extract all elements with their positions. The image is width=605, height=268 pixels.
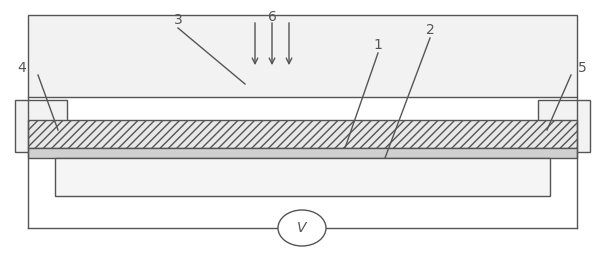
- Text: 1: 1: [373, 38, 382, 52]
- Bar: [28, 148, 577, 158]
- Text: V: V: [297, 221, 307, 235]
- Ellipse shape: [278, 210, 326, 246]
- Bar: [28, 120, 577, 148]
- Bar: [28, 15, 577, 97]
- Bar: [538, 100, 590, 152]
- Text: 6: 6: [267, 10, 276, 24]
- Text: 5: 5: [578, 61, 586, 75]
- Text: 2: 2: [426, 23, 434, 37]
- Bar: [55, 158, 550, 196]
- Bar: [15, 100, 67, 152]
- Text: 4: 4: [18, 61, 27, 75]
- Text: 3: 3: [174, 13, 182, 27]
